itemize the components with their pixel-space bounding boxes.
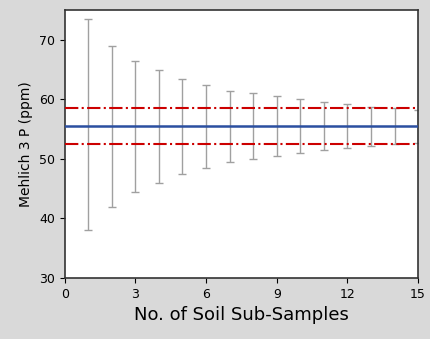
X-axis label: No. of Soil Sub-Samples: No. of Soil Sub-Samples	[134, 306, 348, 324]
Y-axis label: Mehlich 3 P (ppm): Mehlich 3 P (ppm)	[19, 81, 33, 207]
